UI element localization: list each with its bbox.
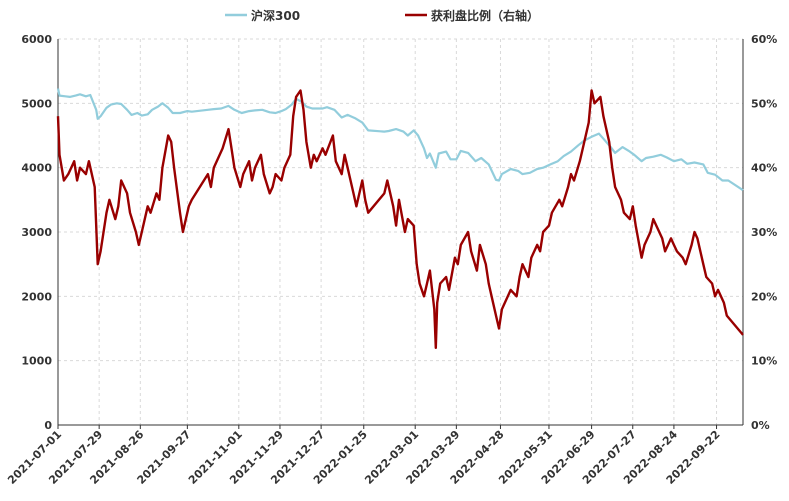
y-right-tick-label: 30% (751, 226, 777, 239)
y-left-tick-label: 0 (44, 419, 52, 432)
legend-label: 沪深300 (251, 8, 300, 23)
legend-label: 获利盘比例（右轴） (430, 8, 539, 23)
y-left-tick-label: 2000 (21, 290, 52, 303)
y-left-tick-label: 5000 (21, 97, 52, 110)
legend: 沪深300 获利盘比例（右轴） (225, 8, 539, 23)
y-right-tick-label: 20% (751, 290, 777, 303)
y-left-tick-label: 6000 (21, 33, 52, 46)
series-line-2 (56, 89, 744, 349)
y-right-tick-label: 50% (751, 97, 777, 110)
y-left-tick-label: 3000 (21, 226, 52, 239)
y-right-tick-label: 40% (751, 162, 777, 175)
y-left-tick-label: 1000 (21, 355, 52, 368)
y-right-tick-label: 10% (751, 355, 777, 368)
series-layer (56, 88, 744, 349)
y-right-tick-label: 0% (751, 419, 770, 432)
series-line-1 (56, 88, 744, 192)
y-right-tick-label: 60% (751, 33, 777, 46)
axes-layer: 0 0% 1000 10% 2000 20% 3000 30% 4000 40% 5000 50% 60… (5, 33, 777, 487)
grid-layer (57, 38, 743, 425)
y-left-tick-label: 4000 (21, 162, 52, 175)
